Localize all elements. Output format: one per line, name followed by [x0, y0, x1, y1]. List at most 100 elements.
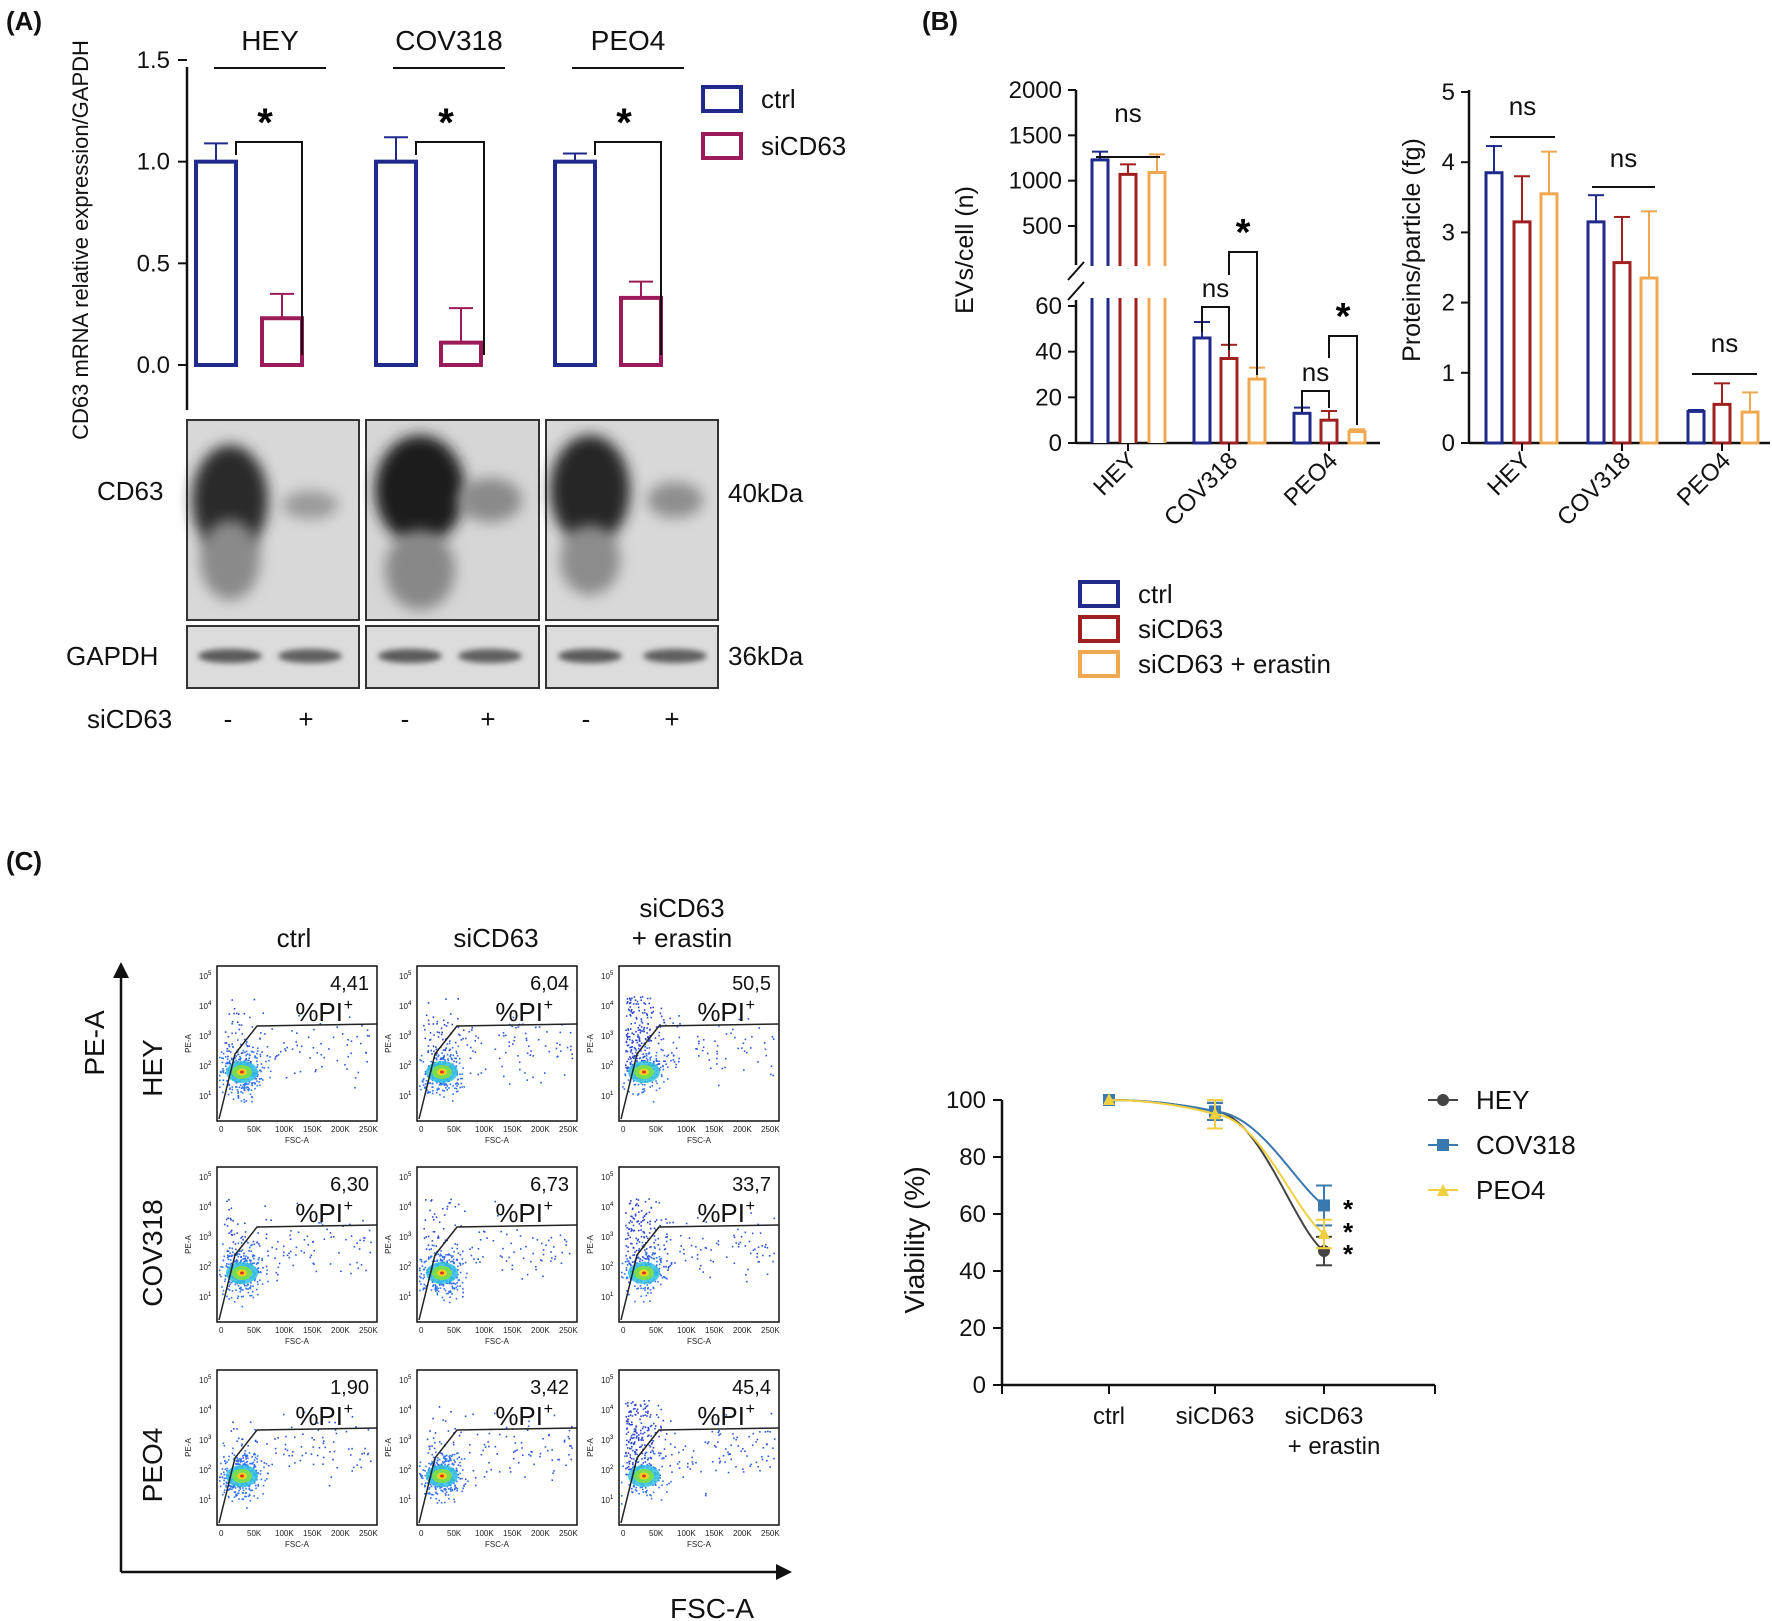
flow-event — [445, 1025, 448, 1027]
flow-event — [542, 1253, 545, 1256]
flow-xtick: 50K — [247, 1326, 262, 1335]
flow-event — [633, 996, 636, 998]
flow-row-hey: HEY — [137, 1039, 168, 1097]
flow-event — [456, 1259, 458, 1262]
flow-event — [241, 1305, 244, 1308]
flow-event — [727, 1451, 729, 1454]
flow-ytick: 10 — [601, 1032, 610, 1041]
flow-event — [223, 1489, 226, 1491]
flow-xtick: 100K — [677, 1125, 696, 1134]
flow-event — [636, 1242, 638, 1245]
chart-c2-ytick-label: 60 — [959, 1201, 986, 1228]
flow-event — [424, 1087, 426, 1089]
flow-ytick: 10 — [601, 1092, 610, 1101]
flow-event — [750, 1047, 752, 1049]
flow-xtick: 250K — [761, 1529, 780, 1538]
flow-event — [422, 1061, 425, 1063]
flow-event — [446, 1260, 449, 1263]
flow-event — [442, 1058, 445, 1061]
flow-event — [663, 1265, 665, 1268]
flow-event — [713, 1444, 716, 1447]
flow-event — [432, 1284, 435, 1286]
flow-xtick: 0 — [219, 1529, 224, 1538]
flow-event — [251, 1255, 254, 1258]
flow-event — [357, 1071, 360, 1074]
flow-event — [625, 1245, 628, 1247]
flow-event — [640, 1229, 642, 1231]
flow-event — [256, 1084, 258, 1087]
flow-event — [627, 1035, 630, 1038]
flow-event — [428, 1445, 430, 1448]
flow-event — [430, 1199, 433, 1201]
flow-event — [498, 1057, 501, 1060]
flow-event — [233, 1007, 236, 1010]
flow-event — [656, 1413, 658, 1416]
flow-event — [452, 1085, 454, 1087]
flow-event — [440, 1084, 442, 1086]
flow-event — [442, 1419, 444, 1421]
flow-event — [450, 1282, 453, 1285]
flow-event — [640, 1026, 643, 1028]
chart-a-sig-star: * — [257, 101, 273, 145]
flow-event — [708, 1059, 711, 1061]
flow-event — [691, 1461, 694, 1463]
flow-event — [444, 1489, 446, 1491]
flow-event — [226, 1482, 229, 1484]
flow-event — [440, 1254, 443, 1257]
flow-event — [248, 1494, 251, 1497]
chart-c2-line-peo4 — [1108, 1099, 1325, 1235]
flow-event — [242, 1289, 244, 1291]
flow-event — [626, 1473, 629, 1476]
flow-event — [625, 1064, 627, 1066]
flow-event — [431, 1216, 434, 1218]
flow-event — [457, 1452, 459, 1454]
flow-event — [435, 1053, 437, 1056]
flow-event — [696, 1035, 699, 1038]
flow-event — [632, 1056, 635, 1059]
panel-label-b: (B) — [922, 6, 958, 36]
flow-event — [316, 1422, 319, 1424]
chart-b1-ytick-label: 500 — [1022, 213, 1062, 240]
flow-event — [425, 1465, 427, 1468]
flow-event — [229, 1063, 232, 1065]
flow-event — [440, 1259, 443, 1262]
flow-event — [240, 1458, 242, 1460]
flow-event — [456, 1055, 459, 1057]
flow-event — [460, 1038, 463, 1041]
flow-event — [629, 1046, 631, 1049]
flow-event — [704, 1494, 707, 1497]
flow-event — [454, 1083, 457, 1085]
flow-event — [646, 1047, 648, 1049]
flow-event — [227, 1062, 230, 1065]
flow-event — [649, 1425, 652, 1428]
flow-event — [494, 1445, 497, 1448]
chart-b1-ylabel: EVs/cell (n) — [951, 186, 979, 314]
flow-event — [434, 1288, 436, 1291]
flow-ytick-exp: 4 — [408, 1001, 412, 1007]
flow-event — [350, 1272, 352, 1275]
flow-event — [329, 1263, 332, 1265]
flow-event — [237, 1285, 240, 1287]
flow-event — [419, 1275, 421, 1278]
flow-event — [227, 1288, 229, 1290]
flow-event — [462, 1487, 464, 1490]
flow-density-core — [240, 1271, 244, 1275]
chart-b2-bar — [1712, 402, 1732, 445]
flow-event — [665, 1265, 667, 1268]
flow-event — [662, 1457, 664, 1459]
flow-event — [634, 1404, 637, 1406]
flow-event — [684, 1445, 687, 1447]
flow-event — [652, 1252, 654, 1254]
flow-event — [246, 1507, 248, 1509]
flow-event — [257, 1483, 260, 1486]
flow-event — [733, 1262, 736, 1265]
flow-xtick: 0 — [219, 1326, 224, 1335]
flow-event — [664, 1438, 667, 1441]
flow-event — [650, 1292, 652, 1294]
flow-event — [645, 1411, 647, 1413]
flow-event — [639, 1258, 642, 1260]
flow-event — [642, 1414, 644, 1417]
flow-event — [230, 1229, 233, 1232]
flow-event — [237, 1463, 240, 1466]
